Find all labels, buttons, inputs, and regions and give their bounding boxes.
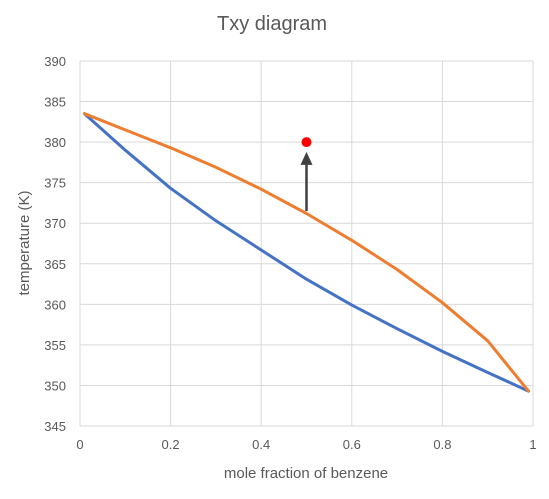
- x-tick-label: 0.8: [433, 437, 451, 452]
- y-tick-label: 380: [44, 135, 66, 150]
- y-tick-label: 365: [44, 257, 66, 272]
- y-tick-label: 370: [44, 216, 66, 231]
- y-tick-label: 350: [44, 378, 66, 393]
- x-tick-label: 0.4: [252, 437, 270, 452]
- y-axis-label: temperature (K): [16, 190, 33, 295]
- data-series: [83, 112, 530, 393]
- bubble-point-curve: [83, 112, 530, 393]
- x-tick-label: 0.2: [162, 437, 180, 452]
- annotations: [300, 137, 313, 212]
- x-axis-label: mole fraction of benzene: [224, 465, 388, 482]
- y-tick-label: 360: [44, 297, 66, 312]
- x-tick-label: 0.6: [343, 437, 361, 452]
- tick-labels: 345 350 355 360 365 370 375 380 385 390 0 0.2 0.4 0.6…: [44, 54, 536, 452]
- y-tick-label: 345: [44, 419, 66, 434]
- x-tick-label: 1: [529, 437, 536, 452]
- y-tick-label: 390: [44, 54, 66, 69]
- grid-lines: [79, 60, 534, 427]
- dew-point-curve: [83, 112, 530, 393]
- arrow-head: [300, 151, 313, 165]
- y-tick-label: 355: [44, 338, 66, 353]
- y-tick-label: 375: [44, 176, 66, 191]
- state-point-marker: [301, 137, 312, 148]
- x-tick-label: 0: [76, 437, 83, 452]
- chart-title: Txy diagram: [217, 13, 327, 35]
- y-tick-label: 385: [44, 95, 66, 110]
